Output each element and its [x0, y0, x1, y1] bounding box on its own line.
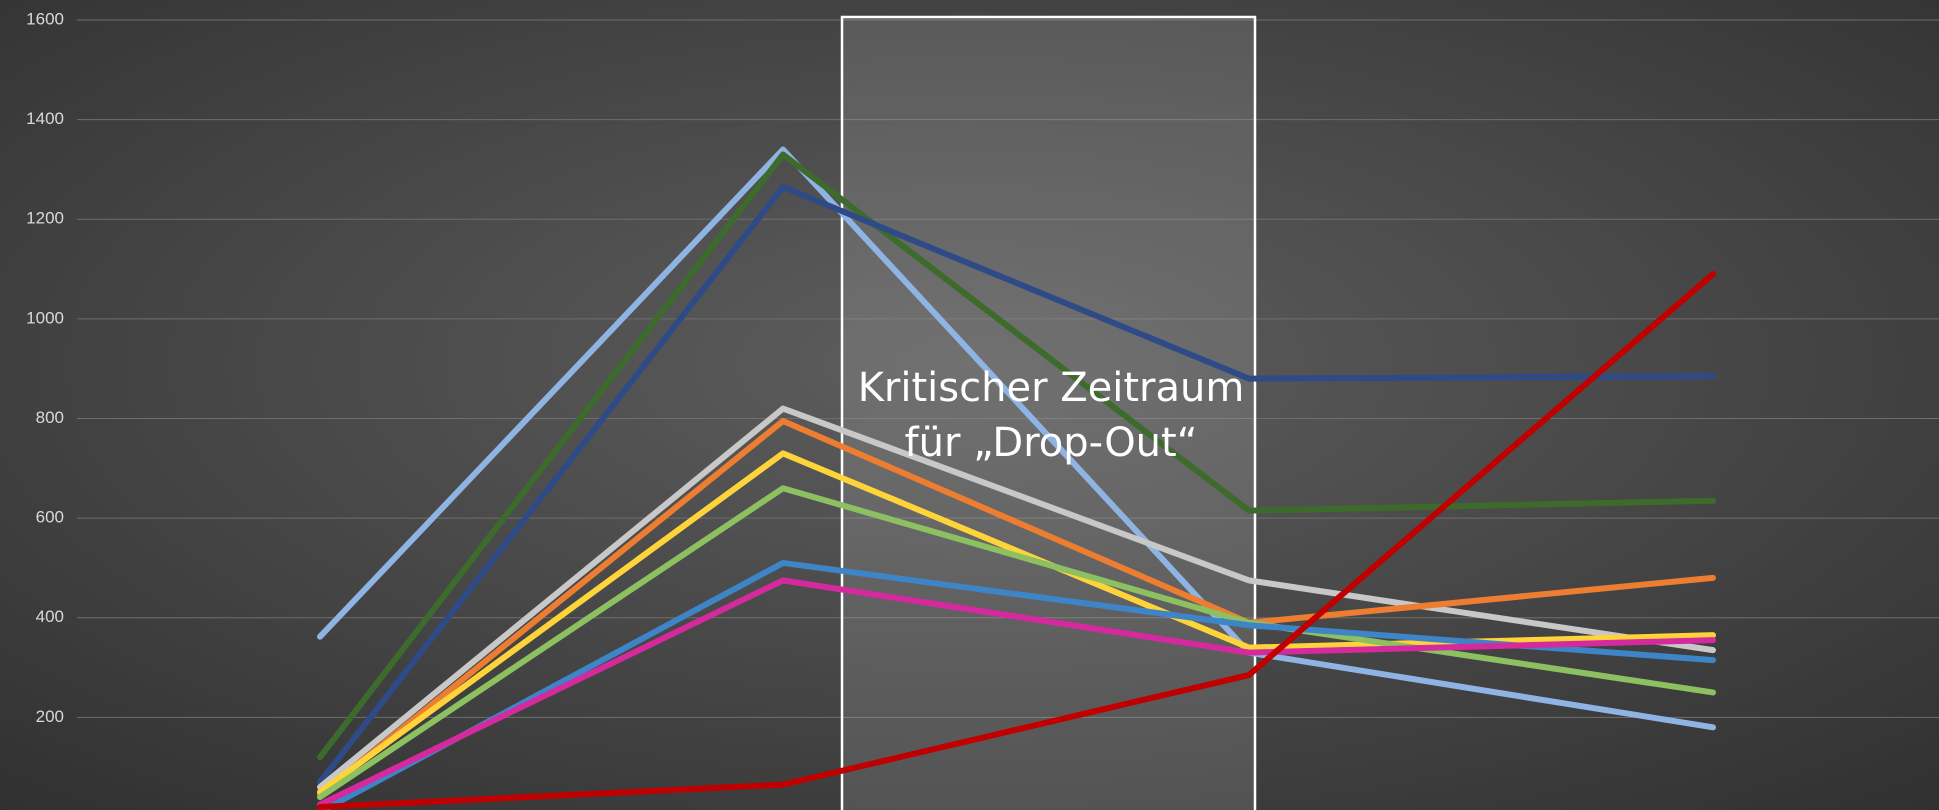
series-line: [317, 151, 1716, 761]
y-tick-label: 1400: [26, 109, 64, 128]
y-tick-label: 800: [36, 408, 64, 427]
series-line: [317, 577, 1716, 808]
series-line: [317, 559, 1716, 810]
annotation-text: für „Drop-Out“: [905, 420, 1198, 466]
y-tick-label: 1000: [26, 308, 64, 327]
y-tick-label: 200: [36, 707, 64, 726]
y-tick-label: 1600: [26, 9, 64, 28]
series-line: [317, 146, 1716, 731]
series-line: [317, 485, 1716, 801]
annotation-box: [840, 15, 1257, 810]
y-tick-label: 400: [36, 607, 64, 626]
series-line: [317, 417, 1716, 798]
annotation-text: Kritischer Zeitraum: [858, 365, 1245, 411]
series-line: [317, 271, 1716, 810]
series-line: [317, 183, 1716, 786]
y-tick-label: 0: [55, 806, 64, 810]
y-tick-label: 1200: [26, 209, 64, 228]
y-tick-label: 600: [36, 508, 64, 527]
series-line: [317, 405, 1716, 791]
